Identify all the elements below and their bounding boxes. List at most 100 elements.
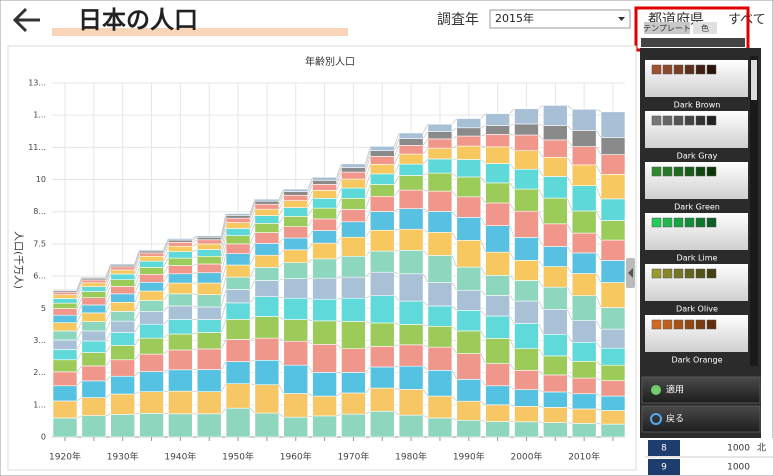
connector (336, 236, 342, 244)
connector (480, 330, 486, 339)
connector (480, 145, 486, 148)
bar-segment (196, 263, 222, 274)
connector (105, 332, 111, 342)
connector (278, 200, 285, 210)
connector (365, 164, 371, 180)
bar-segment (196, 332, 222, 350)
bar-segment (81, 340, 107, 353)
connector (480, 176, 486, 184)
bar-segment (456, 176, 482, 198)
bar-segment (196, 306, 222, 320)
bar-segment (283, 207, 309, 217)
connector (567, 246, 573, 254)
swatch-color (684, 268, 695, 279)
bar-segment (543, 309, 568, 335)
bar-segment (168, 369, 193, 392)
bar-segment (168, 390, 193, 415)
connector (567, 139, 573, 147)
swatch-color (706, 217, 717, 228)
connector (163, 257, 169, 268)
y-tick-label: 1... (33, 111, 46, 120)
year-select[interactable]: 2015年 (489, 9, 631, 29)
tab-label: 色 (701, 23, 709, 33)
connector (163, 282, 169, 292)
bar-segment (485, 295, 510, 317)
page-title: 日本の人口 (78, 6, 198, 34)
bar-segment (168, 273, 193, 284)
bar-segment (225, 383, 251, 409)
bar-segment (485, 275, 510, 296)
connector (538, 260, 544, 267)
connector (393, 175, 400, 185)
connector (365, 295, 371, 299)
connector (307, 319, 313, 322)
back-button[interactable] (12, 7, 40, 33)
bar-segment (168, 242, 193, 247)
bar-segment (110, 332, 135, 346)
bar-segment (254, 223, 280, 233)
connector (567, 334, 573, 343)
connector (422, 365, 429, 371)
bar-segment (254, 208, 280, 216)
swatch-color (706, 166, 717, 177)
bar-segment (225, 319, 251, 340)
connector (307, 230, 313, 239)
x-tick-label: 2000年 (511, 451, 543, 463)
bar-segment (369, 229, 395, 252)
connector (105, 302, 112, 314)
back-panel-button[interactable]: 戻る (641, 405, 761, 433)
connector (393, 145, 400, 157)
tab-template[interactable]: テンプレート (643, 22, 691, 34)
bar-segment (369, 150, 395, 157)
connector (567, 105, 573, 110)
connector (451, 135, 457, 140)
bar-segment (485, 385, 510, 406)
bar-segment (196, 249, 222, 257)
bar-segment (110, 263, 135, 266)
connector (220, 264, 227, 284)
connector (509, 134, 515, 136)
bar-segment (81, 415, 107, 438)
scrollbar-thumb[interactable] (751, 60, 757, 100)
connector (105, 393, 111, 398)
bar-segment (514, 108, 539, 125)
row-index-cell (648, 440, 680, 456)
connector (567, 157, 573, 166)
bar-segment (427, 232, 453, 256)
connector (538, 188, 544, 199)
connector (192, 332, 198, 335)
swatch-color (695, 268, 706, 279)
tab-color[interactable]: 色 (693, 22, 717, 34)
bar-segment (225, 235, 251, 245)
bar-segment (514, 323, 539, 349)
bar-segment (485, 182, 510, 204)
connector (220, 277, 227, 295)
connector (365, 410, 371, 415)
apply-button[interactable]: 適用 (641, 376, 761, 404)
row-index: 9 (661, 463, 667, 473)
bar-segment (398, 138, 424, 146)
connector (105, 263, 112, 278)
connector (596, 423, 602, 425)
bar-segment (312, 298, 337, 322)
connector (394, 322, 400, 325)
connector (76, 330, 83, 341)
connector (480, 159, 486, 164)
y-tick-label: 2... (33, 368, 46, 377)
connector (249, 359, 255, 362)
bar-segment (52, 330, 78, 341)
bar-segment (312, 176, 337, 181)
bar-segment (514, 406, 539, 423)
bar-segment (600, 307, 626, 330)
connector (249, 223, 256, 236)
bar-segment (485, 125, 510, 135)
x-tick-label: 2010年 (568, 451, 600, 463)
bar-segment (312, 242, 337, 260)
bar-segment (312, 277, 337, 300)
connector (595, 342, 602, 349)
collapse-handle[interactable] (626, 258, 635, 288)
bar-segment (600, 347, 626, 366)
connector (163, 251, 169, 262)
bar-segment (52, 314, 78, 323)
swatch-color (662, 166, 673, 177)
